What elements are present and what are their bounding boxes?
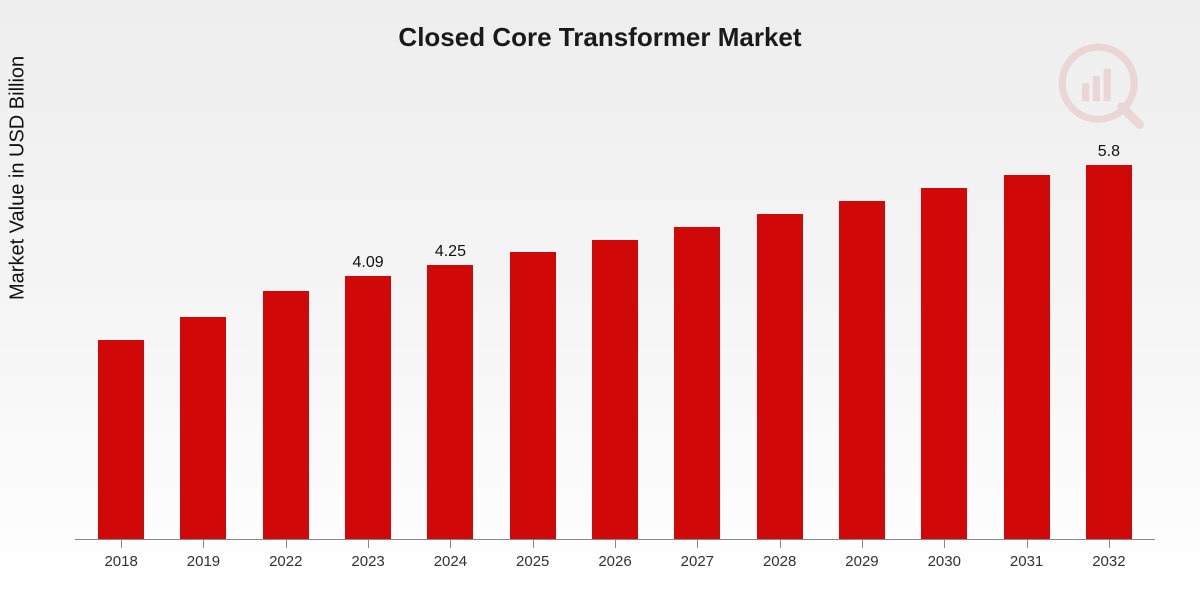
plot-area: 4.09 4.25 5.8 — [75, 120, 1155, 540]
x-axis-tick-label: 2019 — [162, 553, 244, 570]
x-tick — [203, 540, 204, 548]
x-axis-tick-label: 2027 — [656, 553, 738, 570]
x-tick — [615, 540, 616, 548]
x-tick — [368, 540, 369, 548]
bar — [180, 317, 226, 540]
bar — [345, 276, 391, 540]
x-tick — [450, 540, 451, 548]
bar-value-label: 4.09 — [353, 254, 384, 272]
x-axis-tick-label: 2025 — [492, 553, 574, 570]
bar-slot — [245, 120, 327, 540]
x-tick — [780, 540, 781, 548]
x-tick — [944, 540, 945, 548]
bar — [674, 227, 720, 540]
x-axis-tick-label: 2030 — [903, 553, 985, 570]
x-tick — [697, 540, 698, 548]
bar — [921, 188, 967, 540]
x-axis-tick-label: 2018 — [80, 553, 162, 570]
x-tick — [1027, 540, 1028, 548]
bar-slot: 5.8 — [1068, 120, 1150, 540]
chart-title: Closed Core Transformer Market — [0, 22, 1200, 53]
bar — [1086, 165, 1132, 540]
bar — [1004, 175, 1050, 540]
x-axis-tick-label: 2023 — [327, 553, 409, 570]
bar-value-label: 4.25 — [435, 243, 466, 261]
y-axis-label: Market Value in USD Billion — [7, 56, 30, 300]
bar — [592, 240, 638, 540]
bar-slot — [739, 120, 821, 540]
bar-value-label: 5.8 — [1098, 143, 1120, 161]
x-tick — [286, 540, 287, 548]
x-tick — [1109, 540, 1110, 548]
x-tick — [862, 540, 863, 548]
bar-slot — [903, 120, 985, 540]
bar-slot: 4.25 — [409, 120, 491, 540]
x-axis-tick-label: 2029 — [821, 553, 903, 570]
bar-slot — [821, 120, 903, 540]
bar-slot — [656, 120, 738, 540]
x-axis-line — [75, 539, 1155, 540]
x-axis-tick-label: 2022 — [245, 553, 327, 570]
x-axis-tick-label: 2026 — [574, 553, 656, 570]
x-axis-tick-label: 2024 — [409, 553, 491, 570]
x-tick — [121, 540, 122, 548]
bar — [757, 214, 803, 540]
x-axis-tick-label: 2032 — [1068, 553, 1150, 570]
x-axis-labels: 2018201920222023202420252026202720282029… — [75, 553, 1155, 570]
bar — [98, 340, 144, 540]
bar-slot — [162, 120, 244, 540]
bars-container: 4.09 4.25 5.8 — [75, 120, 1155, 540]
bar — [839, 201, 885, 540]
watermark-logo-icon — [1055, 40, 1145, 130]
bar-slot — [80, 120, 162, 540]
bar-slot — [492, 120, 574, 540]
bar — [263, 291, 309, 540]
x-tick — [533, 540, 534, 548]
bar — [510, 252, 556, 540]
bar — [427, 265, 473, 540]
bar-slot — [574, 120, 656, 540]
bar-slot: 4.09 — [327, 120, 409, 540]
x-axis-tick-label: 2031 — [985, 553, 1067, 570]
x-axis-tick-label: 2028 — [739, 553, 821, 570]
bar-slot — [985, 120, 1067, 540]
